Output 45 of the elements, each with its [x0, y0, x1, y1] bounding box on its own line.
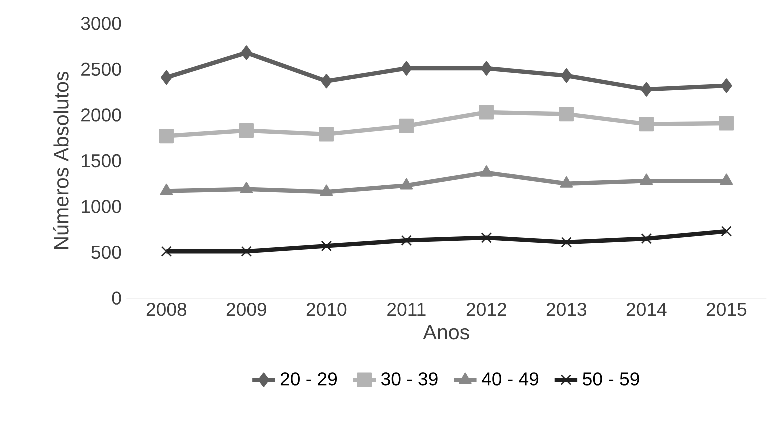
y-tick-label: 1500	[82, 154, 122, 168]
x-tick-label: 2014	[626, 303, 667, 316]
y-tick-label: 2000	[82, 108, 122, 122]
point	[161, 246, 172, 258]
point	[321, 240, 332, 252]
y-tick-label: 500	[92, 246, 122, 260]
point	[721, 226, 732, 237]
x-tick-label: 2013	[546, 303, 587, 316]
y-tick-label: 3000	[81, 17, 122, 30]
x-tick-label: 2009	[226, 303, 266, 316]
point	[401, 235, 412, 246]
point	[321, 74, 332, 89]
point	[399, 118, 414, 134]
point	[721, 78, 732, 94]
legend-label: 30 - 39	[382, 372, 438, 386]
point	[479, 105, 494, 120]
point	[481, 61, 492, 76]
x-tick-label: 2008	[146, 303, 187, 316]
y-tick-label: 1000	[82, 200, 122, 214]
legend-label: 20 - 29	[280, 372, 338, 386]
point	[719, 116, 734, 131]
point	[159, 128, 174, 144]
point	[241, 246, 252, 258]
point	[161, 70, 172, 85]
point	[239, 123, 254, 138]
x-tick-label: 2015	[706, 303, 747, 316]
point	[639, 117, 654, 132]
x-tick-label: 2012	[466, 303, 506, 316]
point	[641, 233, 652, 244]
point	[241, 46, 252, 60]
y-axis-title: Números Absolutos	[53, 72, 69, 250]
point	[561, 237, 572, 248]
point	[401, 61, 412, 76]
legend-label: 50 - 59	[583, 372, 640, 386]
point	[561, 68, 572, 84]
y-tick-label: 2500	[82, 62, 122, 76]
point	[319, 127, 334, 142]
point	[481, 232, 492, 244]
x-tick-label: 2010	[306, 303, 347, 316]
point	[559, 106, 574, 122]
x-axis-title: Anos	[423, 325, 470, 340]
x-tick-label: 2011	[388, 303, 426, 316]
legend-label: 40 - 49	[482, 372, 539, 386]
point	[641, 82, 652, 97]
y-tick-label: 0	[112, 292, 122, 305]
